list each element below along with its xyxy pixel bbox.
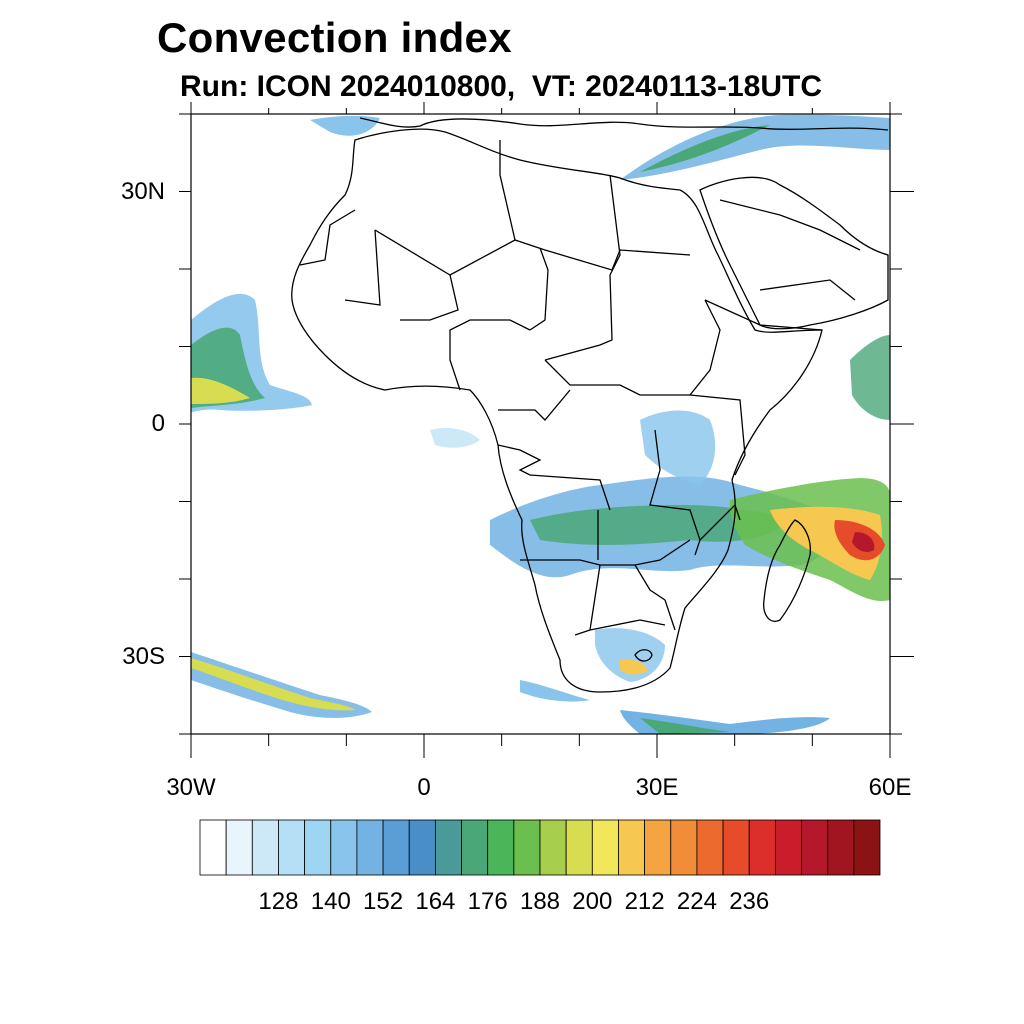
colorbar-label: 224: [676, 888, 717, 915]
colorbar-swatch: [382, 819, 410, 876]
lon-label: 60E: [868, 774, 912, 801]
mediterranean-north: [359, 117, 889, 131]
colorbar-swatch: [827, 819, 855, 876]
colorbar-swatch: [539, 819, 567, 876]
colorbar-label: 140: [310, 888, 351, 915]
border-north-3: [374, 229, 691, 276]
colorbar: [199, 819, 881, 876]
colorbar-swatch: [251, 819, 279, 876]
border-north-5: [499, 140, 516, 241]
colorbar-swatch: [853, 819, 881, 876]
colorbar-label: 200: [572, 888, 613, 915]
convection-field: [191, 114, 890, 734]
colorbar-label: 176: [467, 888, 508, 915]
lon-label: 0: [417, 774, 431, 801]
colorbar-swatch: [461, 819, 489, 876]
convection-south-africa: [595, 628, 665, 682]
convection-atlantic-north-peak: [191, 377, 250, 404]
lat-label: 0: [151, 410, 165, 437]
arabian-peninsula: [699, 176, 889, 330]
colorbar-swatch: [722, 819, 750, 876]
colorbar-swatch: [591, 819, 619, 876]
border-south-2: [574, 564, 601, 636]
border-south-1: [520, 539, 691, 566]
colorbar-swatch: [408, 819, 436, 876]
border-north-2: [344, 229, 381, 306]
border-central-2: [497, 444, 611, 511]
colorbar-label: 152: [363, 888, 404, 915]
border-central-3: [649, 429, 701, 556]
border-sahel-4: [544, 359, 690, 396]
convection-south-africa-core: [620, 659, 648, 675]
border-sahel-1: [529, 247, 549, 331]
colorbar-swatch: [278, 819, 306, 876]
border-sahel-3: [449, 319, 531, 391]
convection-madagascar-peak: [852, 532, 875, 553]
border-sahel-5: [689, 299, 721, 396]
colorbar-swatch: [644, 819, 672, 876]
lesotho-border: [634, 649, 653, 662]
colorbar-swatch: [618, 819, 646, 876]
colorbar-swatch: [801, 819, 829, 876]
convection-southern-ocean-1: [520, 680, 590, 702]
colorbar-swatch: [487, 819, 515, 876]
colorbar-swatch: [225, 819, 253, 876]
border-central-1: [498, 389, 571, 421]
border-north-4: [400, 274, 459, 321]
border-south-6: [699, 503, 741, 541]
colorbar-swatch: [513, 819, 541, 876]
colorbar-label: 164: [415, 888, 456, 915]
lat-label: 30N: [120, 177, 165, 205]
border-north-6: [609, 174, 621, 276]
colorbar-label: 212: [624, 888, 665, 915]
convection-south-atlantic-core: [191, 658, 356, 711]
border-sahel-2: [544, 274, 613, 361]
convection-east-africa: [640, 410, 716, 485]
colorbar-swatch: [304, 819, 332, 876]
border-east-1: [704, 299, 823, 331]
arabian-border-2: [759, 279, 856, 301]
colorbar-swatch: [434, 819, 462, 876]
convection-mideast-core: [640, 125, 770, 172]
border-south-3: [634, 564, 676, 631]
border-east-2: [689, 394, 746, 476]
map-title: Convection index: [157, 14, 512, 61]
colorbar-swatch: [565, 819, 593, 876]
convection-southern-ocean-3: [640, 718, 730, 734]
colorbar-label: 128: [258, 888, 299, 915]
colorbar-label: 236: [729, 888, 770, 915]
map-subtitle: Run: ICON 2024010800, VT: 20240113-18UTC: [180, 70, 822, 103]
colorbar-swatch: [356, 819, 384, 876]
border-north-1: [299, 209, 356, 266]
border-south-4: [589, 619, 666, 631]
convection-east-indian: [850, 335, 890, 420]
convection-mideast-band: [620, 114, 890, 180]
colorbar-swatch: [696, 819, 724, 876]
convection-gulf-guinea: [430, 428, 480, 448]
lat-label: 30S: [122, 642, 165, 670]
axis-ticks: [179, 102, 914, 758]
madagascar-outline: [763, 519, 811, 622]
colorbar-swatch: [774, 819, 802, 876]
lon-label: 30W: [166, 774, 216, 801]
colorbar-swatch: [199, 819, 227, 876]
arabian-border-1: [719, 199, 861, 251]
plot-frame: [190, 113, 891, 735]
lon-label: 30E: [635, 774, 679, 801]
colorbar-swatch: [670, 819, 698, 876]
colorbar-label: 188: [519, 888, 561, 915]
convection-med-west: [310, 115, 380, 136]
colorbar-swatch: [330, 819, 358, 876]
country-borders: [291, 117, 889, 693]
africa-coastline: [291, 128, 823, 693]
colorbar-swatch: [748, 819, 776, 876]
